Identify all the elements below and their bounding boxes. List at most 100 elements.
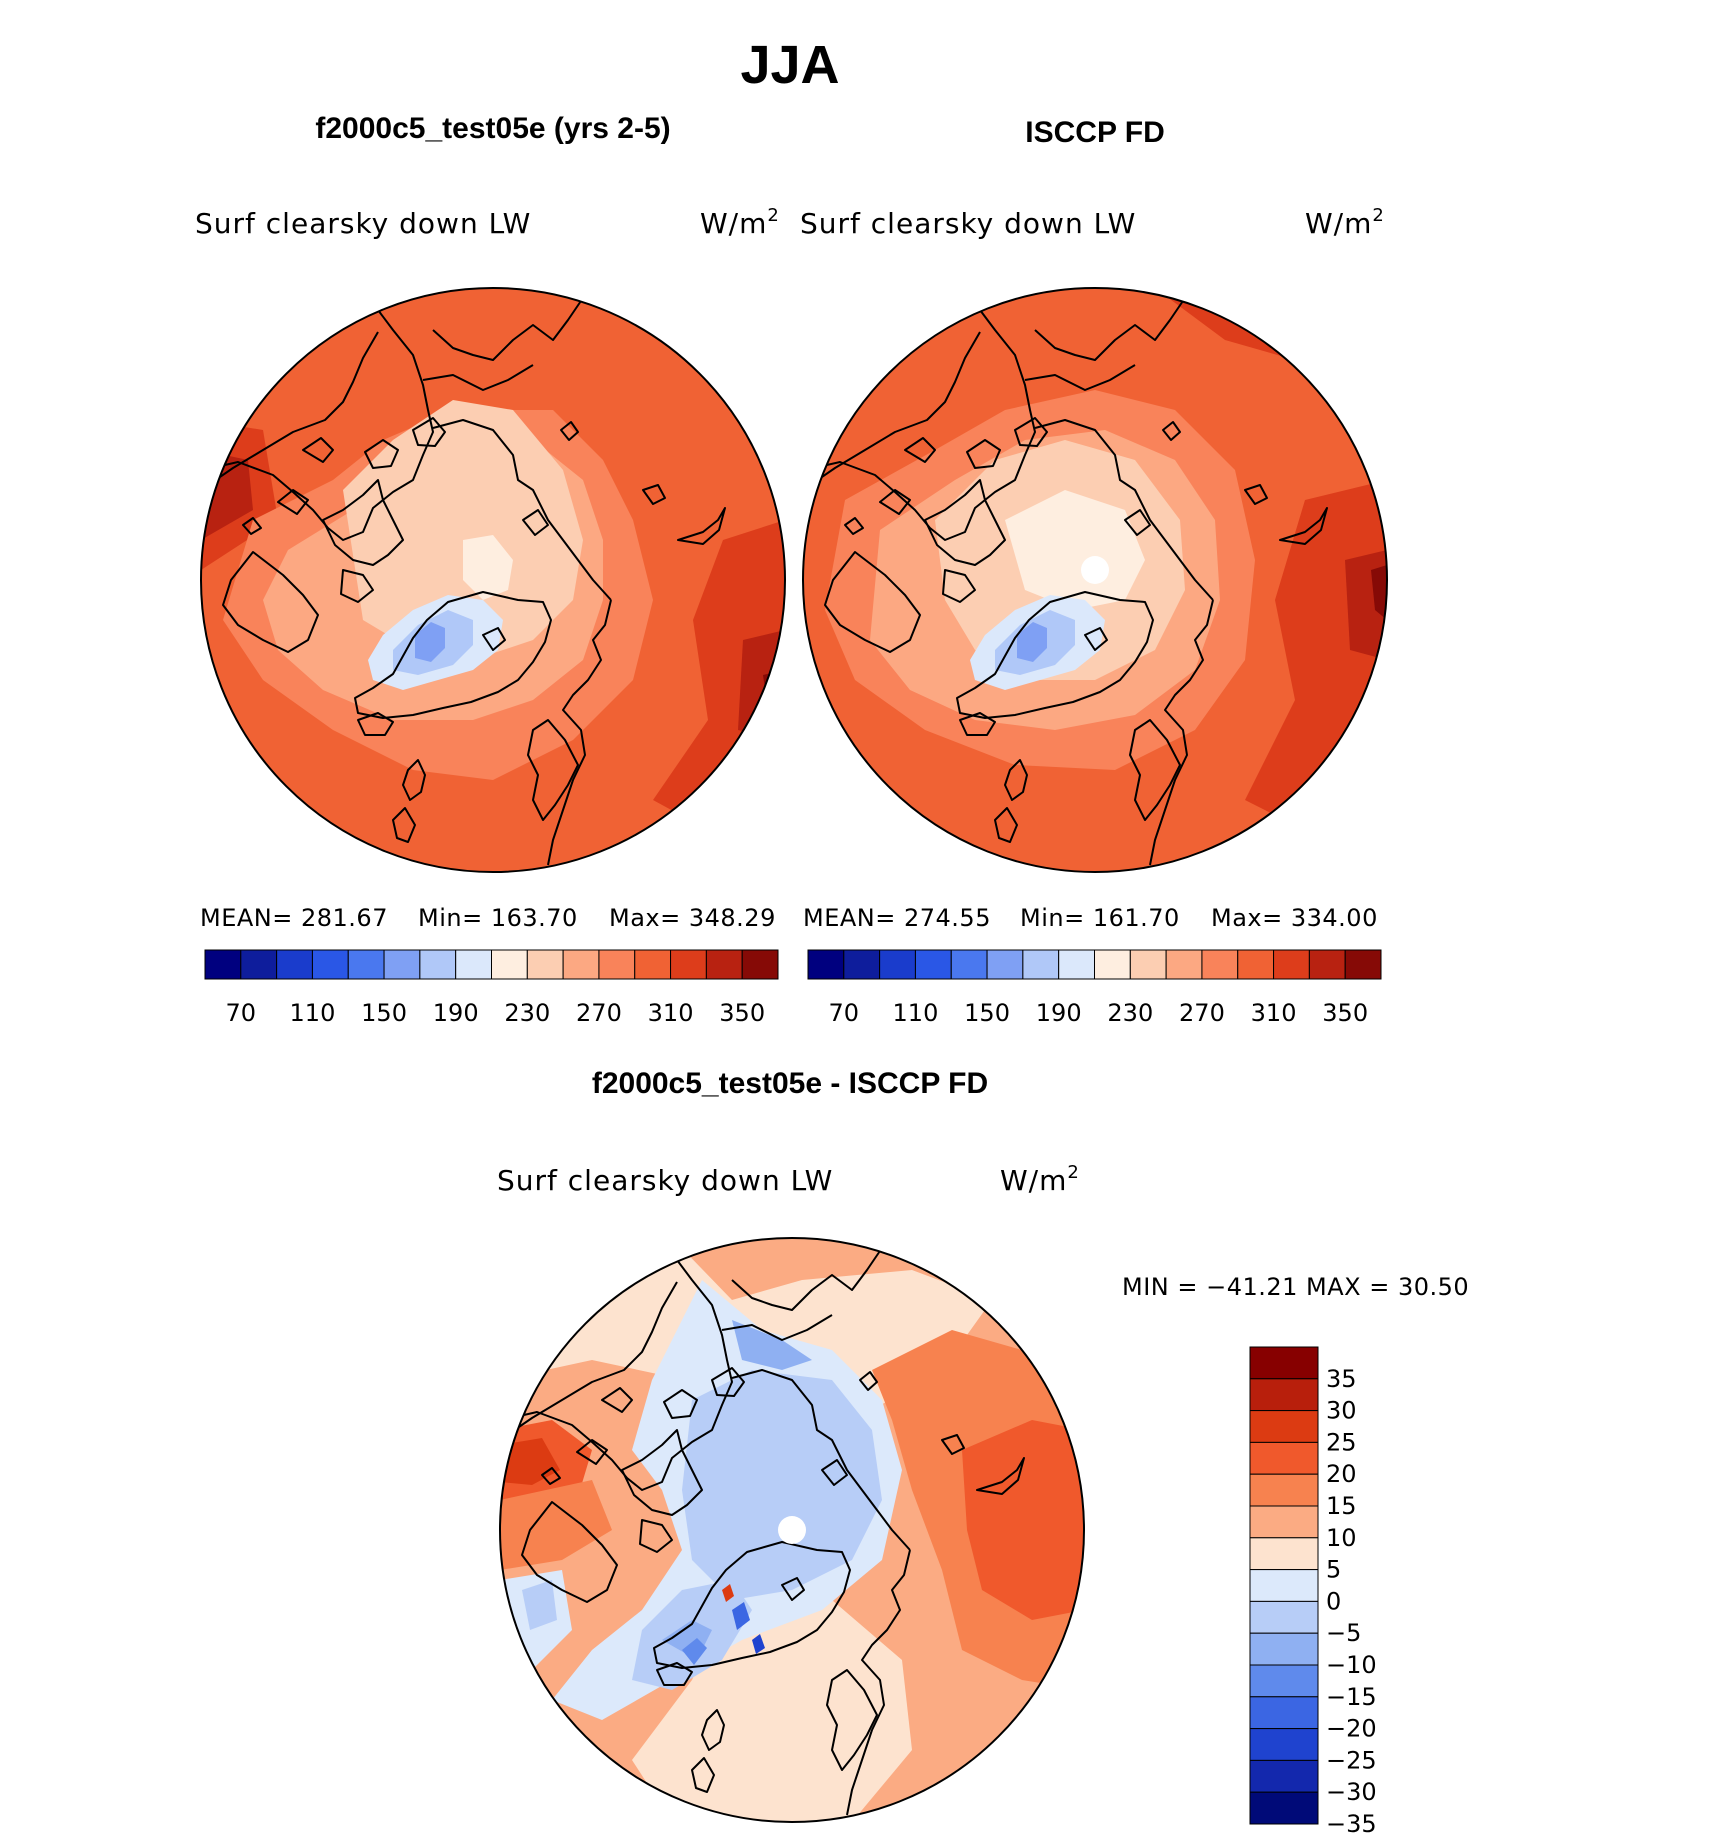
colorbar-swatch bbox=[204, 949, 242, 980]
colorbar-swatch bbox=[347, 949, 385, 980]
colorbar-tick-label: 270 bbox=[1179, 999, 1225, 1027]
colorbar-swatch bbox=[1129, 949, 1167, 980]
colorbar-tick-label: 10 bbox=[1326, 1524, 1357, 1552]
colorbar-swatch bbox=[1249, 1664, 1319, 1698]
colorbar-swatch bbox=[670, 949, 707, 980]
colorbar-swatch bbox=[1249, 1410, 1319, 1443]
colorbar-swatch bbox=[1308, 949, 1346, 980]
panel-diff: Surf clearsky down LW W/m2 bbox=[497, 1162, 1469, 1838]
colorbar-tick-label: 110 bbox=[290, 999, 336, 1027]
colorbar-tick-label: −10 bbox=[1326, 1651, 1377, 1679]
main-title: JJA bbox=[740, 35, 839, 95]
colorbar-diff: 35 30 25 20 15 10 5 0 −5 −10 −15 −20 −25 −30 −35 bbox=[1249, 1346, 1377, 1838]
colorbar-tick-label: 270 bbox=[576, 999, 622, 1027]
panel-left-units-sup: 2 bbox=[767, 205, 779, 226]
panel-left-variable: Surf clearsky down LW bbox=[195, 207, 531, 240]
panel-left-max: Max= 348.29 bbox=[609, 904, 776, 932]
colorbar-swatch bbox=[741, 949, 779, 980]
colorbar-tick-label: 70 bbox=[226, 999, 257, 1027]
colorbar-swatch bbox=[1201, 949, 1239, 980]
colorbar-tick-label: 190 bbox=[433, 999, 479, 1027]
pole-missing-data bbox=[1081, 556, 1109, 584]
colorbar-swatch bbox=[383, 949, 421, 980]
colorbar-swatch bbox=[491, 949, 528, 980]
panel-right: Surf clearsky down LW W/m2 MEAN= 274.55 bbox=[800, 205, 1388, 1027]
colorbar-tick-label: 230 bbox=[504, 999, 550, 1027]
colorbar-swatch bbox=[1094, 949, 1131, 980]
colorbar-tick-label: 150 bbox=[964, 999, 1010, 1027]
colorbar-swatch bbox=[807, 949, 845, 980]
colorbar-tick-label: 310 bbox=[648, 999, 694, 1027]
colorbar-tick-label: 25 bbox=[1326, 1428, 1357, 1456]
colorbar-swatch bbox=[1249, 1759, 1319, 1793]
colorbar-tick-label: 0 bbox=[1326, 1587, 1341, 1615]
colorbar-swatch bbox=[455, 949, 492, 980]
colorbar-swatch bbox=[950, 949, 988, 980]
colorbar-tick-label: 150 bbox=[361, 999, 407, 1027]
colorbar-swatch bbox=[276, 949, 313, 980]
colorbar-swatch bbox=[1058, 949, 1095, 980]
colorbar-swatch bbox=[1249, 1346, 1319, 1380]
panel-diff-variable: Surf clearsky down LW bbox=[497, 1164, 833, 1197]
panel-diff-title: f2000c5_test05e - ISCCP FD bbox=[592, 1067, 988, 1100]
colorbar-tick-label: 350 bbox=[1322, 999, 1368, 1027]
colorbar-swatch bbox=[914, 949, 952, 980]
colorbar-swatch bbox=[1249, 1632, 1319, 1666]
colorbar-swatch bbox=[1237, 949, 1275, 980]
colorbar-swatch bbox=[1249, 1537, 1319, 1571]
panel-diff-units-text: W/m bbox=[1000, 1164, 1067, 1197]
colorbar-tick-label: 310 bbox=[1251, 999, 1297, 1027]
colorbar-tick-label: −35 bbox=[1326, 1810, 1377, 1838]
colorbar-tick-label: 350 bbox=[719, 999, 765, 1027]
colorbar-swatch bbox=[311, 949, 349, 980]
panel-right-min: Min= 161.70 bbox=[1020, 904, 1180, 932]
panel-left-units: W/m2 bbox=[700, 205, 780, 240]
colorbar-swatch bbox=[1249, 1505, 1319, 1539]
colorbar-swatch bbox=[1249, 1569, 1319, 1602]
colorbar-tick-label: −30 bbox=[1326, 1778, 1377, 1806]
panel-diff-units-sup: 2 bbox=[1067, 1162, 1079, 1183]
panel-right-mean: MEAN= 274.55 bbox=[803, 904, 991, 932]
colorbar-tick-label: −20 bbox=[1326, 1715, 1377, 1743]
colorbar-swatch bbox=[1249, 1441, 1319, 1475]
panel-diff-minmax: MIN = −41.21 MAX = 30.50 bbox=[1122, 1273, 1469, 1301]
colorbar-tick-label: −5 bbox=[1326, 1619, 1361, 1647]
colorbar-swatch bbox=[879, 949, 916, 980]
colorbar-swatch bbox=[1165, 949, 1203, 980]
panel-right-max: Max= 334.00 bbox=[1211, 904, 1378, 932]
polar-map-right bbox=[803, 288, 1387, 872]
colorbar-swatch bbox=[598, 949, 636, 980]
colorbar-swatch bbox=[1249, 1791, 1319, 1825]
colorbar-left: 70 110 150 190 230 270 310 350 bbox=[204, 949, 779, 1027]
colorbar-tick-label: 20 bbox=[1326, 1460, 1357, 1488]
colorbar-tick-label: 110 bbox=[893, 999, 939, 1027]
panel-right-units-text: W/m bbox=[1305, 207, 1372, 240]
colorbar-swatch bbox=[1249, 1600, 1319, 1634]
colorbar-tick-label: 30 bbox=[1326, 1397, 1357, 1425]
colorbar-tick-label: −25 bbox=[1326, 1746, 1377, 1774]
colorbar-swatch bbox=[1022, 949, 1060, 980]
panel-left-mean: MEAN= 281.67 bbox=[200, 904, 388, 932]
colorbar-swatch bbox=[1344, 949, 1382, 980]
colorbar-tick-label: 70 bbox=[829, 999, 860, 1027]
polar-map-left bbox=[201, 288, 785, 872]
panel-left: Surf clearsky down LW W/m2 MEAN= 281.67 bbox=[195, 205, 786, 1027]
colorbar-swatch bbox=[1249, 1696, 1319, 1730]
colorbar-swatch bbox=[986, 949, 1024, 980]
panel-diff-units: W/m2 bbox=[1000, 1162, 1080, 1197]
polar-map-diff bbox=[500, 1238, 1084, 1822]
panel-left-min: Min= 163.70 bbox=[418, 904, 578, 932]
colorbar-tick-label: 230 bbox=[1107, 999, 1153, 1027]
colorbar-swatch bbox=[1249, 1728, 1319, 1761]
colorbar-swatch bbox=[705, 949, 743, 980]
pole-missing-data-diff bbox=[778, 1516, 806, 1544]
panel-left-units-text: W/m bbox=[700, 207, 767, 240]
colorbar-swatch bbox=[843, 949, 881, 980]
colorbar-tick-label: −15 bbox=[1326, 1683, 1377, 1711]
panel-right-title: ISCCP FD bbox=[1025, 116, 1164, 149]
panel-left-title: f2000c5_test05e (yrs 2-5) bbox=[315, 112, 670, 145]
colorbar-swatch bbox=[634, 949, 672, 980]
colorbar-tick-label: 35 bbox=[1326, 1365, 1357, 1393]
colorbar-swatch bbox=[1273, 949, 1310, 980]
